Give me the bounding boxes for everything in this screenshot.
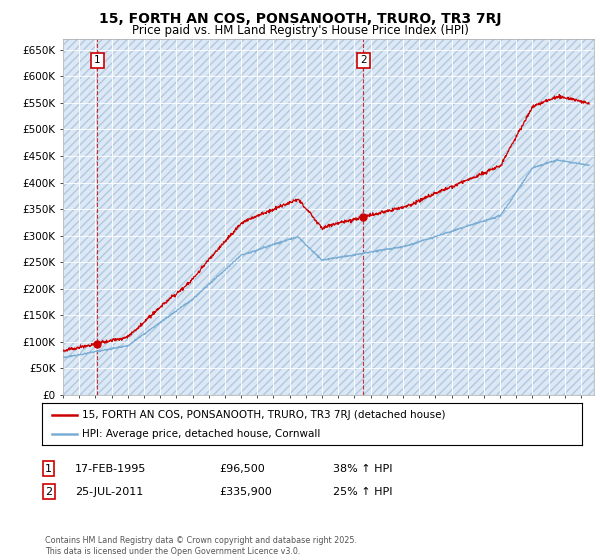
Text: 15, FORTH AN COS, PONSANOOTH, TRURO, TR3 7RJ: 15, FORTH AN COS, PONSANOOTH, TRURO, TR3…	[99, 12, 501, 26]
Text: Contains HM Land Registry data © Crown copyright and database right 2025.
This d: Contains HM Land Registry data © Crown c…	[45, 536, 357, 556]
Text: £96,500: £96,500	[219, 464, 265, 474]
Text: 1: 1	[45, 464, 52, 474]
Text: 15, FORTH AN COS, PONSANOOTH, TRURO, TR3 7RJ (detached house): 15, FORTH AN COS, PONSANOOTH, TRURO, TR3…	[83, 409, 446, 419]
Text: 17-FEB-1995: 17-FEB-1995	[75, 464, 146, 474]
Text: 1: 1	[94, 55, 101, 66]
Text: Price paid vs. HM Land Registry's House Price Index (HPI): Price paid vs. HM Land Registry's House …	[131, 24, 469, 36]
Text: 38% ↑ HPI: 38% ↑ HPI	[333, 464, 392, 474]
Text: 25-JUL-2011: 25-JUL-2011	[75, 487, 143, 497]
Text: HPI: Average price, detached house, Cornwall: HPI: Average price, detached house, Corn…	[83, 429, 321, 439]
Text: £335,900: £335,900	[219, 487, 272, 497]
Text: 2: 2	[45, 487, 52, 497]
Bar	[63, 39, 594, 395]
Text: 2: 2	[360, 55, 367, 66]
Text: 25% ↑ HPI: 25% ↑ HPI	[333, 487, 392, 497]
